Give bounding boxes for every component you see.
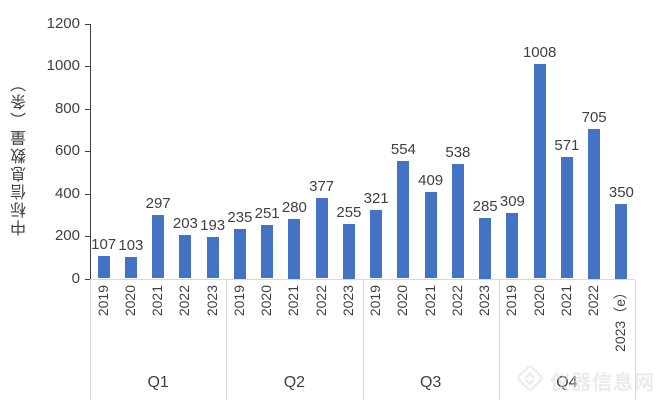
bar — [588, 128, 601, 279]
y-tick-label: 1000 — [46, 57, 80, 74]
quarter-label: Q4 — [556, 374, 578, 391]
bar-value-label: 280 — [281, 199, 307, 216]
year-label: 2023 — [203, 285, 220, 317]
y-tick-label: 200 — [54, 227, 80, 244]
bar — [560, 157, 573, 279]
year-label: 2019 — [230, 285, 247, 317]
bar — [261, 225, 274, 279]
y-axis-line — [90, 23, 91, 279]
year-label: 2023 — [476, 285, 493, 317]
y-tick-mark — [85, 23, 90, 25]
year-label: 2022 — [585, 285, 602, 317]
quarter-label: Q2 — [283, 374, 306, 391]
year-label: 2021 — [421, 285, 438, 317]
bar-value-label: 103 — [118, 236, 144, 254]
group-separator — [498, 279, 500, 400]
bar-value-label: 554 — [390, 140, 416, 158]
year-label: 2023（e） — [612, 285, 629, 352]
bar-value-label: 571 — [554, 137, 580, 155]
year-label: 2022 — [448, 285, 465, 317]
bar — [451, 164, 464, 279]
year-label: 2022 — [312, 285, 329, 317]
y-tick-label: 0 — [71, 269, 80, 287]
year-label: 2020 — [121, 285, 138, 317]
bar — [288, 219, 301, 279]
bar-value-label: 203 — [172, 215, 198, 233]
bar — [615, 204, 628, 279]
bar — [506, 212, 519, 279]
watermark-logo-icon — [514, 362, 546, 399]
group-separator — [362, 279, 364, 400]
y-tick-mark — [85, 193, 90, 195]
y-tick-mark — [85, 236, 90, 237]
year-label: 2022 — [176, 285, 193, 317]
bar — [97, 255, 110, 279]
y-tick-label: 1200 — [46, 14, 80, 32]
year-label: 2019 — [94, 285, 111, 317]
quarter-label: Q1 — [147, 374, 169, 391]
group-separator — [635, 279, 636, 400]
bar — [424, 191, 437, 279]
bar-value-label: 538 — [445, 144, 471, 162]
bar-value-label: 235 — [227, 208, 253, 226]
bar-value-label: 1008 — [522, 44, 557, 62]
bar-value-label: 705 — [581, 108, 607, 126]
bar-value-label: 107 — [91, 235, 117, 253]
bar-value-label: 285 — [472, 197, 498, 215]
y-tick-label: 600 — [54, 142, 80, 159]
year-label: 2019 — [503, 285, 520, 317]
group-separator — [90, 279, 91, 400]
year-label: 2020 — [530, 285, 547, 317]
x-axis-line — [90, 278, 635, 280]
bar — [179, 235, 192, 279]
y-tick-label: 400 — [54, 184, 80, 202]
watermark-text: 仪器信息网 — [550, 371, 655, 394]
year-label: 2020 — [394, 285, 411, 317]
bar-value-label: 255 — [336, 204, 362, 222]
bar-value-label: 193 — [200, 217, 226, 235]
bar-value-label: 409 — [418, 171, 444, 189]
bar-value-label: 350 — [608, 184, 634, 202]
bar-value-label: 321 — [363, 190, 389, 208]
y-tick-mark — [85, 66, 90, 67]
bar — [342, 224, 355, 279]
bar — [124, 256, 137, 279]
bar-value-label: 297 — [145, 195, 171, 213]
bar — [397, 160, 410, 279]
bar — [479, 217, 492, 279]
bar — [533, 64, 546, 279]
quarter-label: Q3 — [419, 374, 442, 391]
bar — [233, 228, 246, 279]
y-tick-mark — [85, 108, 90, 110]
year-label: 2021 — [557, 285, 574, 317]
bar-value-label: 377 — [309, 178, 335, 196]
bar — [152, 215, 165, 279]
year-label: 2020 — [258, 285, 275, 317]
year-label: 2021 — [285, 285, 302, 317]
bar-value-label: 309 — [499, 192, 525, 210]
bar — [206, 237, 219, 279]
y-tick-mark — [85, 151, 90, 152]
group-separator — [226, 279, 228, 400]
y-tick-label: 800 — [54, 99, 80, 117]
bar — [370, 210, 383, 279]
y-tick-mark — [85, 278, 90, 280]
year-label: 2019 — [367, 285, 384, 317]
year-label: 2023 — [339, 285, 356, 317]
bar — [315, 198, 328, 279]
year-label: 2021 — [149, 285, 166, 317]
bar-value-label: 251 — [254, 205, 280, 223]
watermark: 仪器信息网 — [514, 358, 656, 402]
